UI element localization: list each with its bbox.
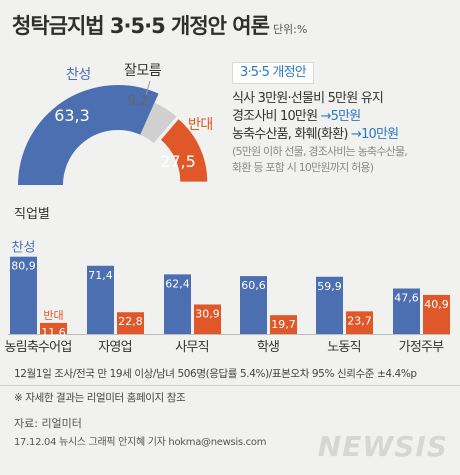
bar-support-3 xyxy=(240,276,267,334)
bar-value: 23,7 xyxy=(347,314,372,327)
survey-note: 12월1일 조사/전국 만 19세 이상/남녀 506명(응답률 5.4%)/표… xyxy=(14,368,417,380)
info-box: 3·5·5 개정안 식사 3만원·선물비 5만원 유지 경조사비 10만원 →5… xyxy=(232,62,454,176)
bar-support-1 xyxy=(87,265,114,334)
page-title: 청탁금지법 3·5·5 개정안 여론 단위:% xyxy=(12,14,308,38)
category-label: 학생 xyxy=(257,340,279,355)
donut-value-2: 27,5 xyxy=(160,152,196,171)
donut-value-0: 63,3 xyxy=(54,106,90,125)
bar-value: 71,4 xyxy=(88,269,113,282)
donut-slice-0 xyxy=(18,84,159,185)
donut-slice-1 xyxy=(140,102,177,144)
bar-value: 22,8 xyxy=(118,315,143,328)
bar-value: 47,6 xyxy=(394,292,419,305)
unit-label: 단위:% xyxy=(272,23,308,36)
bar-oppose-4 xyxy=(346,311,373,334)
info-line-meal: 식사 3만원·선물비 5만원 유지 xyxy=(232,91,384,106)
unsure-leader-line xyxy=(145,80,151,96)
donut-label-2: 반대 xyxy=(188,117,213,133)
category-label: 사무직 xyxy=(175,340,208,355)
bar-oppose-1 xyxy=(117,312,144,334)
info-line-condolence: 경조사비 10만원 →5만원 xyxy=(232,109,361,124)
source: 자료: 리얼미터 xyxy=(14,417,82,430)
bar-value: 62,4 xyxy=(165,277,190,290)
bar-value: 19,7 xyxy=(271,318,296,331)
bar-support-0 xyxy=(10,256,37,334)
bar-support-4 xyxy=(316,276,343,334)
bar-oppose-0 xyxy=(40,322,67,334)
bar-value: 59,9 xyxy=(317,280,342,293)
bar-support-5 xyxy=(393,288,420,334)
info-line-agri: 농축수산품, 화훼(화환) →10만원 xyxy=(232,127,399,142)
bar-oppose-2 xyxy=(194,304,221,334)
category-label: 노동직 xyxy=(327,340,360,355)
info-note-2: 화환 등 포함 시 10만원까지 허용) xyxy=(232,161,374,174)
category-label: 가정주부 xyxy=(399,340,444,355)
bar-support-2 xyxy=(164,274,191,334)
bar-value: 60,6 xyxy=(241,279,266,292)
legend-support: 찬성 xyxy=(12,241,36,256)
half-donut-chart: 찬성 63,3 잘모름 9,2 반대 27,5 xyxy=(18,63,213,185)
info-note-1: (5만원 이하 선물, 경조사비는 농축수산물, xyxy=(232,145,408,158)
bar-value: 40,9 xyxy=(424,298,449,311)
donut-label-1: 잘모름 xyxy=(124,63,162,79)
credit: 17.12.04 뉴시스 그래픽 안지혜 기자 hokma@newsis.com xyxy=(14,437,267,448)
donut-value-1: 9,2 xyxy=(128,94,149,109)
bar-value: 11,6 xyxy=(41,326,66,339)
donut-label-0: 찬성 xyxy=(66,67,91,83)
newsis-logo: NEWSIS xyxy=(317,430,448,463)
bar-oppose-3 xyxy=(270,315,297,334)
legend-oppose: 반대 xyxy=(43,309,63,322)
detail-note: ※ 자세한 결과는 리얼미터 홈페이지 참조 xyxy=(14,392,186,404)
bar-oppose-5 xyxy=(423,294,450,334)
divider xyxy=(0,385,460,386)
category-label: 농림축수어업 xyxy=(5,340,72,355)
bar-value: 30,9 xyxy=(195,307,220,320)
donut-slice-2 xyxy=(160,119,208,182)
info-heading: 3·5·5 개정안 xyxy=(232,62,314,84)
bar-value: 80,9 xyxy=(11,260,36,273)
section-label: 직업별 xyxy=(14,207,50,222)
category-label: 자영업 xyxy=(98,340,131,355)
